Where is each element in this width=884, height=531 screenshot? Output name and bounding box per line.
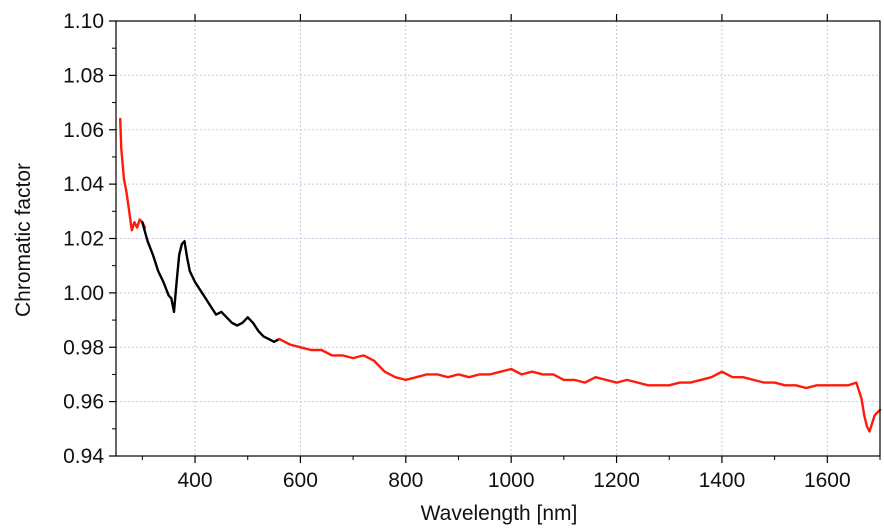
series-line-1: [118, 117, 147, 232]
y-tick-label: 0.96: [63, 391, 104, 414]
x-tick-label: 1400: [699, 469, 746, 492]
y-tick-label: 1.06: [63, 119, 104, 142]
y-tick-label: 1.02: [63, 228, 104, 251]
y-tick-label: 1.04: [63, 173, 104, 196]
y-tick-label: 1.00: [63, 282, 104, 305]
y-tick-label: 1.10: [63, 10, 104, 33]
y-tick-label: 1.08: [63, 64, 104, 87]
grid-lines: [116, 20, 880, 457]
axes: 400 600 800 1000 1200 1400 1600 0.94 0.96 0.98 1.0…: [63, 10, 881, 492]
x-tick-label: 600: [283, 469, 318, 492]
y-axis-title: Chromatic factor: [12, 163, 35, 317]
x-axis-title: Wavelength [nm]: [421, 502, 578, 525]
series-lines: [118, 117, 882, 433]
y-tick-label: 0.98: [63, 336, 104, 359]
series-line-2: [141, 220, 281, 343]
x-tick-label: 1000: [488, 469, 535, 492]
x-tick-label: 1600: [804, 469, 851, 492]
x-tick-label: 1200: [593, 469, 640, 492]
y-tick-label: 0.94: [63, 445, 104, 468]
x-tick-label: 800: [388, 469, 423, 492]
x-tick-label: 400: [178, 469, 213, 492]
series-line-3: [278, 337, 882, 433]
